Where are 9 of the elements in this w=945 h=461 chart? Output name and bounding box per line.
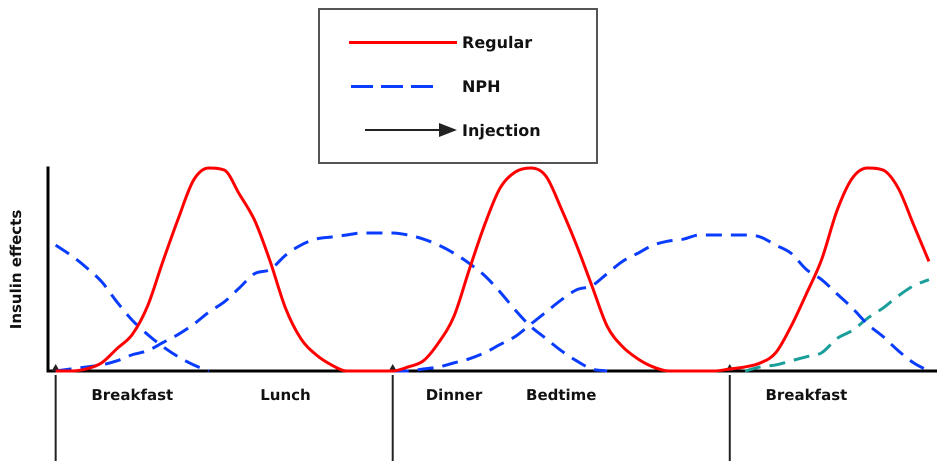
x-tick-label: Dinner bbox=[426, 386, 483, 404]
x-tick-label: Bedtime bbox=[526, 386, 596, 404]
x-tick-label: Lunch bbox=[260, 386, 311, 404]
legend-label: Injection bbox=[462, 120, 541, 140]
x-tick-label: Breakfast bbox=[765, 386, 848, 404]
x-tick-label: Breakfast bbox=[91, 386, 174, 404]
y-axis-title: Insulin effects bbox=[6, 210, 25, 330]
legend-label: Regular bbox=[462, 32, 532, 52]
legend-label: NPH bbox=[462, 76, 501, 96]
